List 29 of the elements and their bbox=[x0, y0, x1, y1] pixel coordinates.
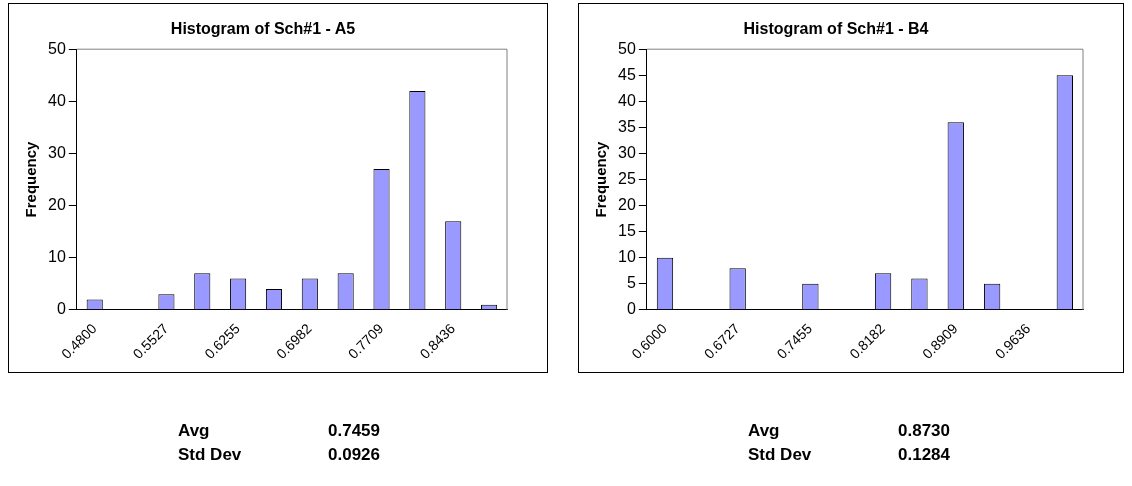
y-tick-label: 0 bbox=[626, 300, 636, 318]
text: 0.7459 bbox=[328, 421, 381, 441]
text: Avg bbox=[178, 421, 211, 441]
text: 0.1284 bbox=[898, 445, 951, 465]
chart-title: Histogram of Sch#1 - B4 bbox=[743, 20, 929, 38]
y-tick-label: 15 bbox=[618, 222, 636, 240]
y-tick-label: 50 bbox=[48, 39, 66, 57]
y-tick-label: 20 bbox=[618, 195, 636, 213]
y-tick-label: 10 bbox=[618, 248, 636, 266]
text: 0.0926 bbox=[328, 445, 381, 465]
text: Std Dev bbox=[178, 445, 243, 465]
y-tick-label: 25 bbox=[618, 169, 636, 187]
y-tick-label: 5 bbox=[626, 274, 636, 292]
text: 0.8730 bbox=[898, 421, 951, 441]
y-tick-label: 30 bbox=[618, 143, 636, 161]
text: Std Dev bbox=[748, 445, 813, 465]
y-axis-title: Frequency bbox=[22, 140, 40, 218]
y-tick-label: 50 bbox=[618, 39, 636, 57]
text: Avg bbox=[748, 421, 781, 441]
y-tick-label: 40 bbox=[618, 91, 636, 109]
y-tick-label: 35 bbox=[618, 117, 636, 135]
y-tick-label: 0 bbox=[56, 300, 66, 318]
y-axis-title: Frequency bbox=[592, 140, 610, 218]
chart-title: Histogram of Sch#1 - A5 bbox=[170, 20, 356, 38]
y-tick-label: 45 bbox=[618, 65, 636, 83]
y-tick-label: 40 bbox=[48, 91, 66, 109]
y-tick-label: 30 bbox=[48, 143, 66, 161]
y-tick-label: 10 bbox=[48, 248, 66, 266]
y-tick-label: 20 bbox=[48, 195, 66, 213]
